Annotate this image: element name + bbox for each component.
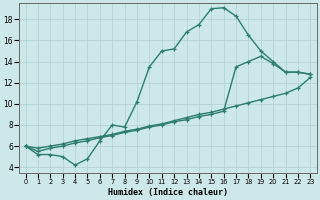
X-axis label: Humidex (Indice chaleur): Humidex (Indice chaleur) xyxy=(108,188,228,197)
